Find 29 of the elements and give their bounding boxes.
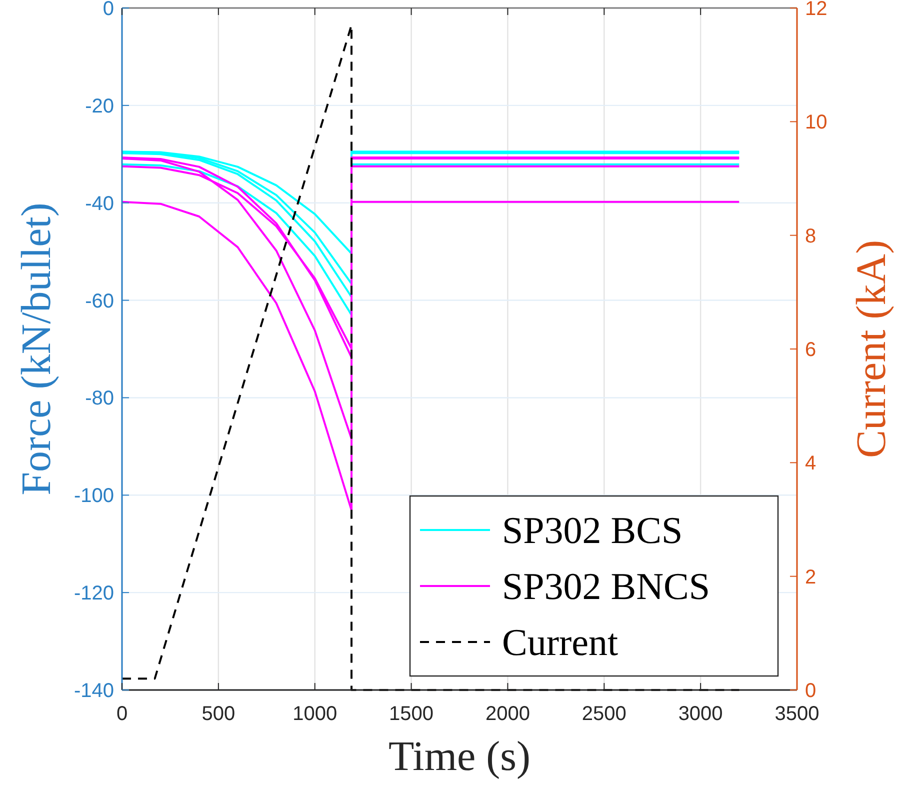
x-tick-label: 2000 [485,703,530,725]
legend-label: SP302 BCS [502,510,683,552]
y2-tick-label: 4 [805,452,816,475]
y2-axis-title: Current (kA) [849,240,895,458]
y-tick-label: -40 [85,192,114,215]
x-axis-title: Time (s) [388,734,530,780]
y2-tick-label: 8 [805,225,816,248]
x-tick-label: 3000 [678,703,723,725]
y2-tick-label: 6 [805,339,816,361]
y2-tick-label: 12 [805,0,828,20]
y-axis-title: Force (kN/bullet) [14,202,60,496]
y-tick-label: -100 [74,485,114,508]
y-tick-label: -80 [85,388,114,410]
legend-label: SP302 BNCS [502,566,710,608]
y-tick-label: 0 [102,0,114,20]
x-tick-label: 500 [202,703,236,725]
y-tick-label: -60 [85,290,114,312]
y-tick-label: -20 [85,95,114,118]
y2-tick-label: 2 [805,566,816,588]
x-tick-label: 0 [116,703,128,725]
y2-tick-label: 10 [805,112,828,134]
x-tick-label: 1000 [292,703,338,725]
x-tick-label: 1500 [389,703,434,725]
x-tick-label: 3500 [774,703,820,725]
legend-label: Current [502,622,619,664]
y-tick-label: -140 [74,680,114,702]
y-tick-label: -120 [74,582,114,605]
x-tick-label: 2500 [582,703,626,725]
y2-tick-label: 0 [805,680,816,702]
